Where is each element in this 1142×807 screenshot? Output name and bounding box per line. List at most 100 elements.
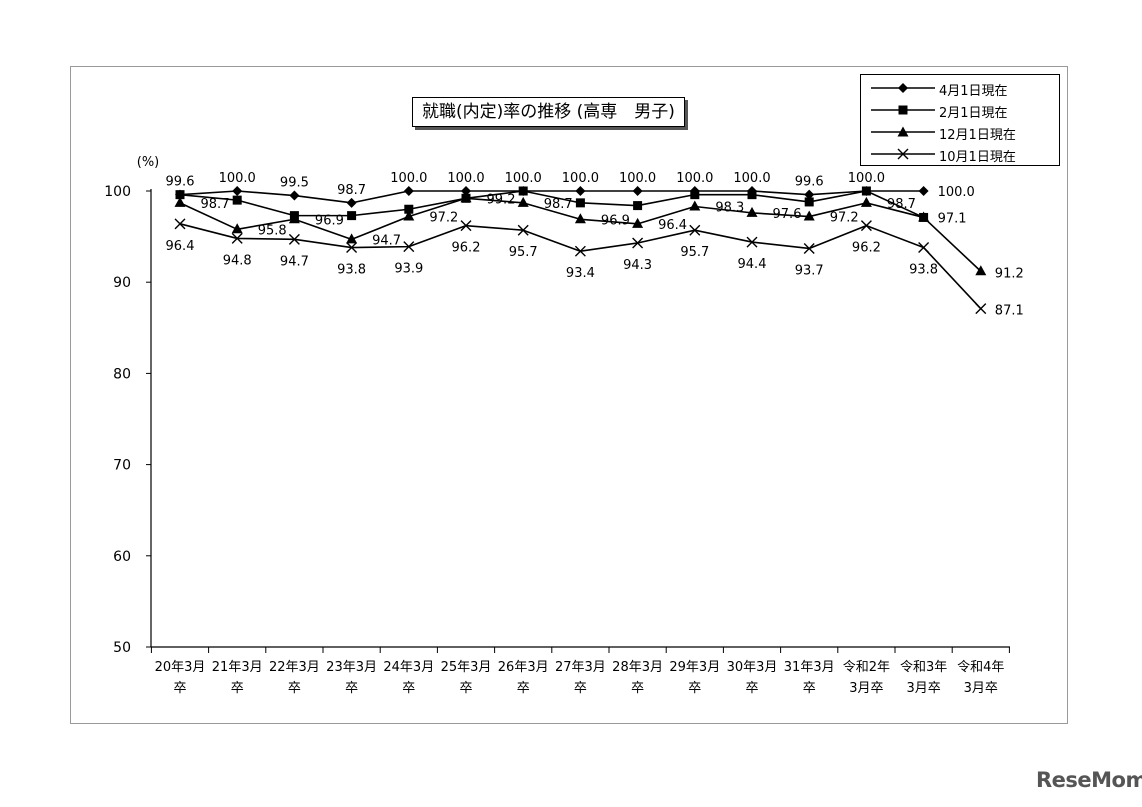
data-point: [689, 224, 701, 236]
x-tick-label: 28年3月: [612, 660, 663, 675]
data-point: [288, 213, 300, 224]
data-point: [517, 224, 529, 236]
x-tick-label: 3月卒: [906, 681, 940, 696]
data-label: 99.6: [166, 175, 195, 190]
x-tick-label: 3月卒: [964, 681, 998, 696]
data-point: [918, 186, 929, 196]
data-point: [804, 197, 814, 207]
x-tick-label: 卒: [173, 681, 186, 696]
data-label: 99.5: [280, 176, 309, 191]
y-tick-label: 60: [113, 549, 131, 565]
data-point: [747, 190, 757, 200]
x-tick-label: 卒: [231, 681, 244, 696]
x-tick-label: 22年3月: [269, 660, 320, 675]
square-marker-icon: [871, 105, 935, 115]
x-tick-label: 26年3月: [498, 660, 549, 675]
x-tick-label: 卒: [574, 681, 587, 696]
data-point: [574, 213, 586, 224]
series-line: [179, 190, 924, 219]
data-point: [347, 211, 357, 221]
data-point: [403, 210, 415, 221]
data-point: [175, 190, 185, 200]
x-tick-label: 卒: [803, 681, 816, 696]
y-tick-label: 100: [104, 184, 131, 200]
y-tick-label: 90: [113, 275, 131, 291]
x-tick-label: 卒: [745, 681, 758, 696]
x-tick-label: 27年3月: [555, 660, 606, 675]
x-tick-label: 20年3月: [155, 660, 206, 675]
data-label: 96.9: [601, 213, 630, 228]
data-label: 100.0: [505, 171, 542, 186]
data-label: 91.2: [995, 266, 1024, 281]
x-tick-label: 30年3月: [727, 660, 778, 675]
diamond-marker-icon: [871, 83, 935, 93]
data-label: 100.0: [676, 171, 713, 186]
data-point: [460, 192, 472, 203]
y-tick-label: 70: [113, 458, 131, 474]
data-label: 100.0: [390, 171, 427, 186]
data-point: [461, 186, 471, 196]
x-tick-label: 31年3月: [784, 660, 835, 675]
x-tick-label: 卒: [631, 681, 644, 696]
data-label: 95.7: [509, 245, 538, 260]
chart-title: 就職(内定)率の推移 (高専 男子): [412, 97, 685, 127]
data-label: 93.9: [394, 262, 423, 277]
data-label: 93.4: [566, 266, 595, 281]
data-label: 100.0: [619, 171, 656, 186]
data-label: 97.1: [938, 211, 967, 226]
data-label: 97.2: [830, 211, 859, 226]
data-point: [918, 242, 930, 254]
data-point: [575, 186, 586, 196]
data-point: [518, 186, 528, 196]
legend-item-dec: 12月1日現在: [861, 121, 1059, 143]
data-point: [232, 195, 242, 205]
data-point: [804, 189, 815, 200]
data-label: 96.9: [315, 213, 344, 228]
legend-item-apr: 4月1日現在: [861, 77, 1059, 99]
legend-label: 4月1日現在: [939, 84, 1008, 99]
x-tick-label: 23年3月: [326, 660, 377, 675]
data-label: 93.7: [795, 263, 824, 278]
data-point: [346, 233, 358, 244]
data-point: [403, 186, 414, 196]
data-label: 94.4: [738, 257, 767, 272]
x-tick-label: 卒: [288, 681, 301, 696]
x-tick-label: 21年3月: [212, 660, 263, 675]
data-label: 97.2: [429, 211, 458, 226]
data-point: [346, 242, 358, 254]
triangle-marker-icon: [871, 126, 935, 137]
chart-frame: [70, 66, 1068, 724]
legend-label: 10月1日現在: [939, 150, 1016, 165]
y-tick-label: 50: [113, 640, 131, 656]
data-label: 98.7: [887, 197, 916, 212]
data-label: 99.2: [487, 192, 516, 207]
legend: 4月1日現在 2月1日現在 12月1日現在 10月1日現在: [860, 74, 1060, 166]
data-label: 96.4: [658, 218, 687, 233]
legend-label: 2月1日現在: [939, 106, 1008, 121]
data-point: [918, 211, 930, 222]
x-tick-label: 24年3月: [383, 660, 434, 675]
x-tick-label: 卒: [688, 681, 701, 696]
data-point: [746, 236, 758, 248]
x-tick-label: 卒: [517, 681, 530, 696]
data-point: [231, 232, 243, 244]
data-point: [460, 220, 472, 232]
data-label: 93.8: [337, 263, 366, 278]
data-point: [632, 237, 644, 249]
data-point: [803, 210, 815, 221]
data-label: 96.2: [852, 241, 881, 256]
data-point: [231, 223, 243, 234]
data-label: 100.0: [848, 171, 885, 186]
data-point: [803, 242, 815, 254]
data-point: [575, 198, 585, 208]
data-point: [574, 245, 586, 257]
data-point: [403, 241, 415, 253]
data-point: [690, 190, 700, 200]
data-label: 95.7: [680, 245, 709, 260]
data-point: [289, 190, 300, 201]
data-point: [632, 186, 643, 196]
data-label: 100.0: [733, 171, 770, 186]
data-point: [860, 220, 872, 232]
data-label: 94.7: [280, 254, 309, 269]
